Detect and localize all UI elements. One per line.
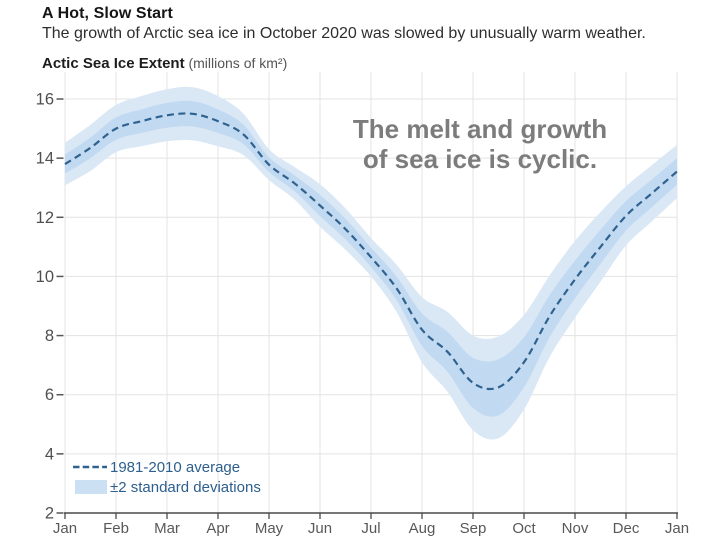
legend-band-row: ±2 standard deviations — [73, 477, 261, 497]
y-axis-title-text: Actic Sea Ice Extent — [42, 55, 185, 72]
legend-band-label: ±2 standard deviations — [110, 478, 261, 496]
x-tick-label: Nov — [562, 520, 589, 536]
x-tick-label: Aug — [409, 520, 436, 536]
y-tick-label: 2 — [45, 505, 54, 523]
band-swatch — [74, 480, 107, 494]
y-tick-label: 8 — [45, 327, 54, 345]
annotation-line1: The melt and growth — [352, 114, 608, 144]
y-axis-title-units: (millions of km²) — [184, 55, 288, 71]
page-subtitle: The growth of Arctic sea ice in October … — [42, 25, 646, 42]
dashed-line-sample-svg — [73, 465, 107, 469]
legend-average-row: 1981-2010 average — [73, 457, 261, 477]
annotation-line2: of sea ice is cyclic. — [362, 144, 598, 174]
page-title: A Hot, Slow Start — [42, 5, 173, 22]
y-tick-label: 4 — [45, 445, 54, 463]
annotation: The melt and growth of sea ice is cyclic… — [330, 114, 630, 174]
x-tick-label: Feb — [103, 520, 129, 536]
dashed-line-sample — [73, 460, 107, 474]
legend-average-label: 1981-2010 average — [110, 458, 241, 476]
y-tick-label: 12 — [36, 209, 54, 227]
x-tick-label: Jan — [665, 520, 689, 536]
x-tick-label: Mar — [154, 520, 180, 536]
x-tick-label: Sep — [460, 520, 487, 536]
x-tick-label: Apr — [206, 520, 229, 536]
x-tick-label: Dec — [613, 520, 640, 536]
y-tick-label: 6 — [45, 386, 54, 404]
x-tick-label: Jan — [53, 520, 77, 536]
y-axis-title: Actic Sea Ice Extent (millions of km²) — [42, 55, 287, 72]
y-tick-label: 10 — [36, 268, 54, 286]
band-sample — [73, 480, 107, 494]
x-tick-label: May — [255, 520, 284, 536]
x-tick-label: Jun — [308, 520, 332, 536]
y-tick-label: 14 — [36, 150, 54, 168]
x-tick-label: Jul — [361, 520, 380, 536]
y-tick-label: 16 — [36, 91, 54, 109]
average-line — [64, 112, 678, 391]
legend: 1981-2010 average ±2 standard deviations — [73, 457, 261, 497]
x-tick-label: Oct — [512, 520, 536, 536]
